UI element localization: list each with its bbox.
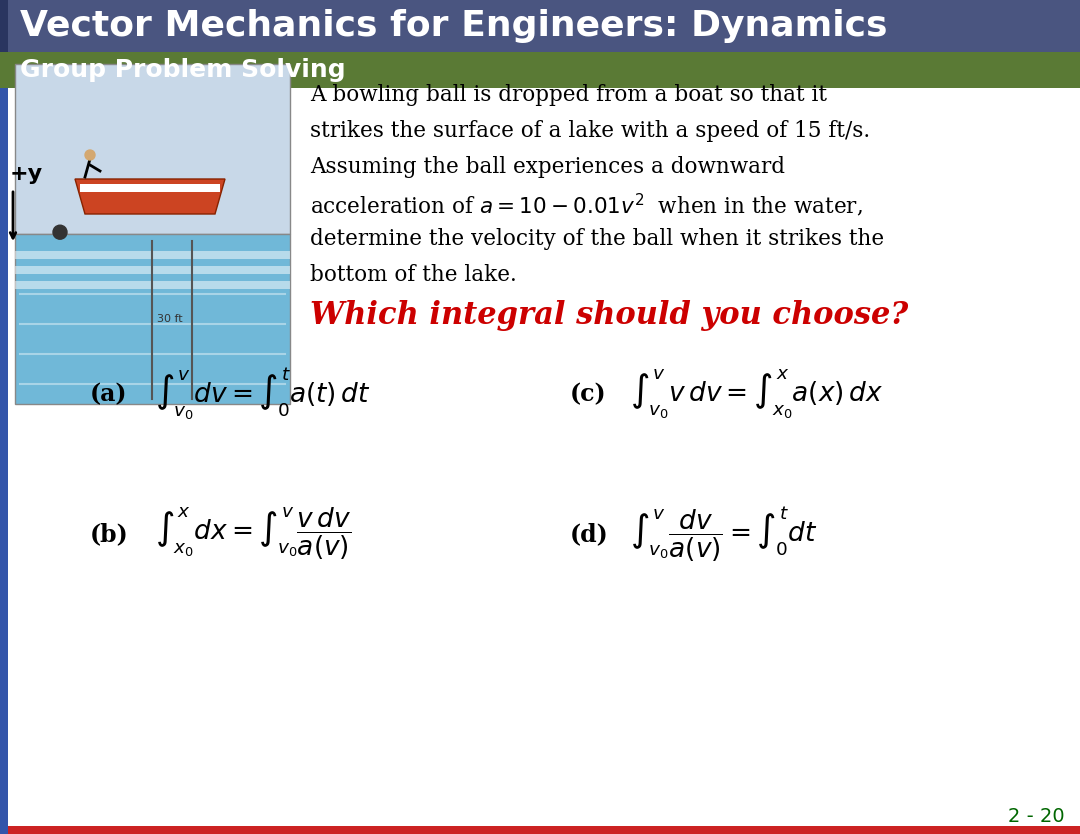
FancyBboxPatch shape xyxy=(0,88,8,834)
Text: A bowling ball is dropped from a boat so that it: A bowling ball is dropped from a boat so… xyxy=(310,84,827,106)
Text: +y: +y xyxy=(10,164,43,184)
Text: Group Problem Solving: Group Problem Solving xyxy=(21,58,346,82)
Circle shape xyxy=(85,150,95,160)
Text: 2 - 20: 2 - 20 xyxy=(1009,807,1065,826)
Polygon shape xyxy=(15,266,291,274)
Text: (d): (d) xyxy=(570,522,609,546)
Text: (b): (b) xyxy=(90,522,129,546)
Text: bottom of the lake.: bottom of the lake. xyxy=(310,264,516,286)
Text: Which integral should you choose?: Which integral should you choose? xyxy=(310,300,908,331)
Text: strikes the surface of a lake with a speed of 15 ft/s.: strikes the surface of a lake with a spe… xyxy=(310,120,870,142)
Text: $\int_{v_0}^{v} \dfrac{dv}{a(v)} = \int_{0}^{t} dt$: $\int_{v_0}^{v} \dfrac{dv}{a(v)} = \int_… xyxy=(630,504,818,564)
Text: (c): (c) xyxy=(570,382,607,406)
FancyBboxPatch shape xyxy=(0,0,8,52)
Text: 30 ft: 30 ft xyxy=(157,314,183,324)
FancyBboxPatch shape xyxy=(8,88,1080,834)
FancyBboxPatch shape xyxy=(15,234,291,404)
Text: acceleration of $a =10 - 0.01v^2$  when in the water,: acceleration of $a =10 - 0.01v^2$ when i… xyxy=(310,192,863,219)
Text: $\int_{x_0}^{x} dx = \int_{v_0}^{v} \dfrac{v\, dv}{a(v)}$: $\int_{x_0}^{x} dx = \int_{v_0}^{v} \dfr… xyxy=(156,505,351,562)
Text: determine the velocity of the ball when it strikes the: determine the velocity of the ball when … xyxy=(310,228,885,250)
Text: $\int_{v_0}^{v} v\, dv = \int_{x_0}^{x} a(x)\, dx$: $\int_{v_0}^{v} v\, dv = \int_{x_0}^{x} … xyxy=(630,367,883,421)
Polygon shape xyxy=(15,281,291,289)
Circle shape xyxy=(53,225,67,239)
Text: $\int_{v_0}^{v} dv = \int_{0}^{t} a(t)\, dt$: $\int_{v_0}^{v} dv = \int_{0}^{t} a(t)\,… xyxy=(156,366,370,422)
Polygon shape xyxy=(75,179,225,214)
FancyBboxPatch shape xyxy=(0,0,1080,52)
Polygon shape xyxy=(80,184,220,192)
FancyBboxPatch shape xyxy=(15,64,291,234)
FancyBboxPatch shape xyxy=(0,52,1080,88)
FancyBboxPatch shape xyxy=(0,826,1080,834)
Polygon shape xyxy=(15,251,291,259)
Text: Vector Mechanics for Engineers: Dynamics: Vector Mechanics for Engineers: Dynamics xyxy=(21,9,888,43)
Text: Assuming the ball experiences a downward: Assuming the ball experiences a downward xyxy=(310,156,785,178)
Text: (a): (a) xyxy=(90,382,127,406)
